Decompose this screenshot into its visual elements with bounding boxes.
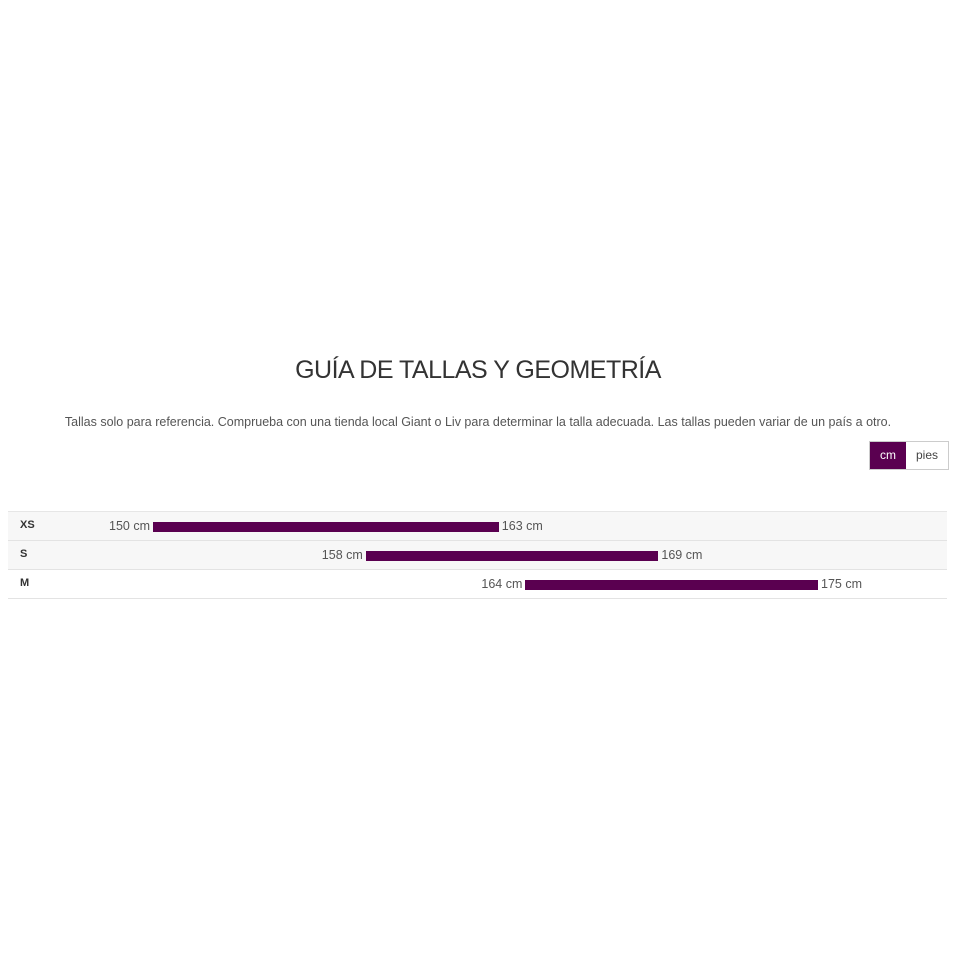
height-range-bar bbox=[525, 580, 818, 590]
height-range-bar bbox=[153, 522, 499, 532]
size-row-m: M 164 cm 175 cm bbox=[8, 570, 947, 599]
height-range-bar bbox=[365, 551, 659, 561]
max-height-label: 175 cm bbox=[821, 577, 862, 591]
unit-toggle: cm pies bbox=[869, 441, 950, 470]
unit-pies-button[interactable]: pies bbox=[906, 442, 949, 469]
size-label: S bbox=[20, 548, 28, 560]
unit-cm-button[interactable]: cm bbox=[870, 442, 906, 469]
min-height-label: 164 cm bbox=[481, 577, 523, 591]
size-disclaimer: Tallas solo para referencia. Comprueba c… bbox=[64, 415, 892, 429]
max-height-label: 169 cm bbox=[661, 548, 703, 562]
min-height-label: 158 cm bbox=[321, 548, 363, 562]
max-height-label: 163 cm bbox=[501, 519, 543, 533]
size-table: XS 150 cm 163 cm S 158 cm 169 cm M 164 c… bbox=[8, 511, 947, 599]
size-row-s: S 158 cm 169 cm bbox=[8, 541, 947, 570]
size-label: XS bbox=[20, 519, 35, 531]
size-label: M bbox=[20, 577, 30, 589]
page-title: GUÍA DE TALLAS Y GEOMETRÍA bbox=[295, 356, 661, 384]
size-row-xs: XS 150 cm 163 cm bbox=[8, 512, 947, 541]
min-height-label: 150 cm bbox=[109, 519, 150, 533]
